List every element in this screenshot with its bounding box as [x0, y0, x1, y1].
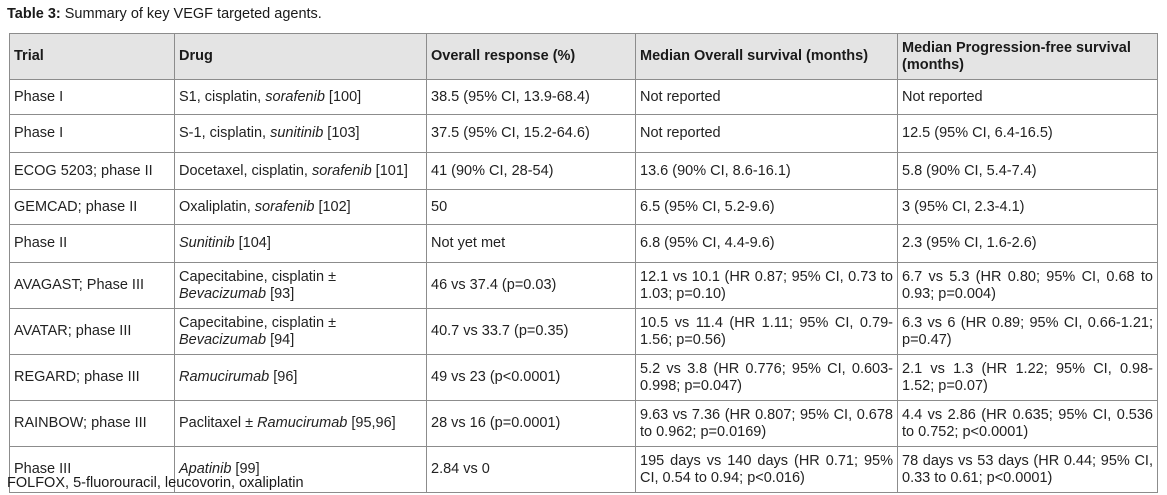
drug-ref: [100] — [324, 88, 362, 105]
table-caption-text: Summary of key VEGF targeted agents. — [64, 6, 322, 22]
cell-trial: AVAGAST; Phase III — [9, 262, 175, 309]
cell-pfs: 6.7 vs 5.3 (HR 0.80; 95% CI, 0.68 to 0.9… — [897, 262, 1158, 309]
cell-pfs: 4.4 vs 2.86 (HR 0.635; 95% CI, 0.536 to … — [897, 400, 1158, 447]
cell-pfs: 12.5 (95% CI, 6.4-16.5) — [897, 114, 1158, 153]
table-caption-label: Table 3: — [7, 6, 61, 22]
cell-response: 46 vs 37.4 (p=0.03) — [426, 262, 636, 309]
cell-pfs: 3 (95% CI, 2.3-4.1) — [897, 189, 1158, 225]
cell-trial: GEMCAD; phase II — [9, 189, 175, 225]
cell-drug: Paclitaxel ± Ramucirumab [95,96] — [174, 400, 427, 447]
cell-response: 40.7 vs 33.7 (p=0.35) — [426, 308, 636, 355]
cell-pfs: 2.1 vs 1.3 (HR 1.22; 95% CI, 0.98-1.52; … — [897, 354, 1158, 401]
cell-drug: Capecitabine, cisplatin ± Bevacizumab [9… — [174, 262, 427, 309]
table-caption: Table 3: Summary of key VEGF targeted ag… — [7, 6, 322, 22]
drug-text: Docetaxel, cisplatin, — [179, 162, 312, 179]
table-row: REGARD; phase III Ramucirumab [96] 49 vs… — [9, 354, 1158, 401]
drug-text: Capecitabine, cisplatin ± — [179, 314, 337, 331]
cell-trial: Phase II — [9, 224, 175, 263]
cell-os: 9.63 vs 7.36 (HR 0.807; 95% CI, 0.678 to… — [635, 400, 898, 447]
drug-ref: [102] — [314, 198, 351, 215]
cell-drug: Sunitinib [104] — [174, 224, 427, 263]
cell-response: 49 vs 23 (p<0.0001) — [426, 354, 636, 401]
cell-trial: AVATAR; phase III — [9, 308, 175, 355]
cell-response: Not yet met — [426, 224, 636, 263]
cell-drug: Capecitabine, cisplatin ± Bevacizumab [9… — [174, 308, 427, 355]
cell-trial: ECOG 5203; phase II — [9, 152, 175, 190]
table-row: Phase I S-1, cisplatin, sunitinib [103] … — [9, 114, 1158, 153]
cell-trial: Phase I — [9, 114, 175, 153]
header-median-pfs: Median Progression-free survival (months… — [897, 33, 1158, 80]
cell-trial: Phase III — [9, 446, 175, 493]
header-overall-response: Overall response (%) — [426, 33, 636, 80]
cell-pfs: 78 days vs 53 days (HR 0.44; 95% CI, 0.3… — [897, 446, 1158, 493]
header-trial: Trial — [9, 33, 175, 80]
table-row: AVATAR; phase III Capecitabine, cisplati… — [9, 308, 1158, 355]
drug-ref: [101] — [371, 162, 408, 179]
drug-agent: Apatinib — [179, 461, 232, 477]
drug-ref: [96] — [269, 369, 298, 385]
drug-ref: [104] — [234, 235, 271, 251]
cell-os: 5.2 vs 3.8 (HR 0.776; 95% CI, 0.603-0.99… — [635, 354, 898, 401]
drug-text: S-1, cisplatin, — [179, 125, 271, 141]
cell-drug: S1, cisplatin, sorafenib [100] — [174, 79, 427, 115]
table-row: ECOG 5203; phase II Docetaxel, cisplatin… — [9, 152, 1158, 190]
drug-text: S1, cisplatin, — [179, 88, 266, 105]
cell-trial: REGARD; phase III — [9, 354, 175, 401]
drug-agent: Bevacizumab — [179, 285, 267, 302]
table-row: Phase III Apatinib [99] 2.84 vs 0 195 da… — [9, 446, 1158, 493]
cell-os: 6.5 (95% CI, 5.2-9.6) — [635, 189, 898, 225]
drug-agent: Sunitinib — [179, 235, 235, 251]
table-header-row: Trial Drug Overall response (%) Median O… — [9, 33, 1158, 80]
cell-drug: Ramucirumab [96] — [174, 354, 427, 401]
cell-pfs: 2.3 (95% CI, 1.6-2.6) — [897, 224, 1158, 263]
cell-response: 28 vs 16 (p=0.0001) — [426, 400, 636, 447]
cell-pfs: 5.8 (90% CI, 5.4-7.4) — [897, 152, 1158, 190]
vegf-agents-table: Trial Drug Overall response (%) Median O… — [9, 33, 1158, 493]
header-median-overall-survival: Median Overall survival (months) — [635, 33, 898, 80]
cell-drug: Docetaxel, cisplatin, sorafenib [101] — [174, 152, 427, 190]
drug-text: Capecitabine, cisplatin ± — [179, 268, 337, 285]
drug-agent: sunitinib — [270, 125, 324, 141]
drug-ref: [103] — [323, 125, 360, 141]
drug-agent: Bevacizumab — [179, 331, 267, 348]
cell-response: 2.84 vs 0 — [426, 446, 636, 493]
drug-ref: [95,96] — [347, 415, 396, 431]
drug-ref: [94] — [266, 331, 295, 348]
cell-os: 13.6 (90% CI, 8.6-16.1) — [635, 152, 898, 190]
drug-text: Oxaliplatin, — [179, 198, 255, 215]
cell-trial: Phase I — [9, 79, 175, 115]
cell-os: 10.5 vs 11.4 (HR 1.11; 95% CI, 0.79-1.56… — [635, 308, 898, 355]
drug-agent: Ramucirumab — [257, 415, 348, 431]
drug-agent: sorafenib — [265, 88, 325, 105]
cell-os: 6.8 (95% CI, 4.4-9.6) — [635, 224, 898, 263]
cell-os: 12.1 vs 10.1 (HR 0.87; 95% CI, 0.73 to 1… — [635, 262, 898, 309]
cell-os: 195 days vs 140 days (HR 0.71; 95% CI, 0… — [635, 446, 898, 493]
drug-agent: Ramucirumab — [179, 369, 270, 385]
drug-agent: sorafenib — [311, 162, 372, 179]
table-row: GEMCAD; phase II Oxaliplatin, sorafenib … — [9, 189, 1158, 225]
cell-os: Not reported — [635, 114, 898, 153]
cell-response: 37.5 (95% CI, 15.2-64.6) — [426, 114, 636, 153]
table-row: AVAGAST; Phase III Capecitabine, cisplat… — [9, 262, 1158, 309]
cell-response: 41 (90% CI, 28-54) — [426, 152, 636, 190]
cell-pfs: 6.3 vs 6 (HR 0.89; 95% CI, 0.66-1.21; p=… — [897, 308, 1158, 355]
table-row: RAINBOW; phase III Paclitaxel ± Ramuciru… — [9, 400, 1158, 447]
cell-pfs: Not reported — [897, 79, 1158, 115]
drug-text: Paclitaxel ± — [179, 415, 258, 431]
cell-trial: RAINBOW; phase III — [9, 400, 175, 447]
table-footnote: FOLFOX, 5-fluorouracil, leucovorin, oxal… — [7, 475, 304, 491]
cell-response: 38.5 (95% CI, 13.9-68.4) — [426, 79, 636, 115]
cell-response: 50 — [426, 189, 636, 225]
cell-drug: Oxaliplatin, sorafenib [102] — [174, 189, 427, 225]
drug-agent: sorafenib — [254, 198, 315, 215]
table-row: Phase II Sunitinib [104] Not yet met 6.8… — [9, 224, 1158, 263]
cell-drug: S-1, cisplatin, sunitinib [103] — [174, 114, 427, 153]
drug-ref: [93] — [266, 285, 295, 302]
table-row: Phase I S1, cisplatin, sorafenib [100] 3… — [9, 79, 1158, 115]
cell-os: Not reported — [635, 79, 898, 115]
header-drug: Drug — [174, 33, 427, 80]
drug-ref: [99] — [231, 461, 260, 477]
